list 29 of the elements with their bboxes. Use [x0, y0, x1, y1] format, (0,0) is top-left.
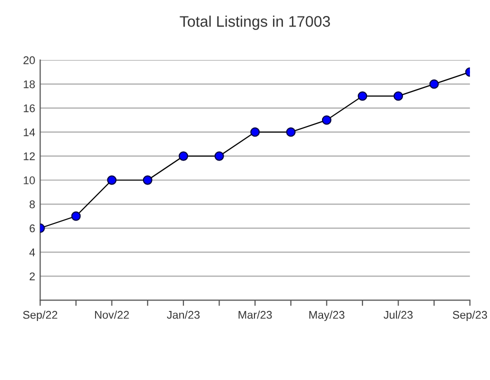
point	[178, 151, 188, 161]
point	[322, 115, 332, 125]
point	[142, 175, 152, 185]
y-tick-label: 16	[24, 104, 35, 112]
x-tick-label: May/23	[309, 310, 344, 321]
point	[358, 91, 368, 101]
x-tick-label: Jul/23	[384, 310, 413, 319]
y-tick-label: 12	[24, 152, 35, 160]
point	[250, 127, 260, 137]
point	[429, 79, 439, 89]
x-tick-label: Sep/23	[452, 310, 488, 321]
y-tick-label: 2	[30, 272, 35, 280]
point	[107, 175, 117, 185]
y-tick-label: 4	[29, 248, 35, 256]
point	[71, 211, 81, 221]
point	[286, 127, 296, 137]
x-tick-label: Sep/22	[23, 310, 58, 321]
x-tick-label: Mar/23	[238, 310, 272, 319]
y-tick-label: 14	[24, 128, 35, 136]
chart-title: Total Listings in 17003	[180, 16, 330, 30]
point	[214, 151, 224, 161]
point	[394, 91, 404, 101]
y-tick-label: 10	[24, 176, 35, 184]
x-tick-label: Nov/22	[95, 310, 129, 319]
y-tick-label: 18	[24, 80, 35, 88]
y-tick-label: 20	[24, 56, 35, 64]
y-tick-label: 8	[30, 200, 35, 208]
x-tick-label: Jan/23	[166, 310, 200, 319]
y-tick-label: 6	[30, 224, 35, 232]
